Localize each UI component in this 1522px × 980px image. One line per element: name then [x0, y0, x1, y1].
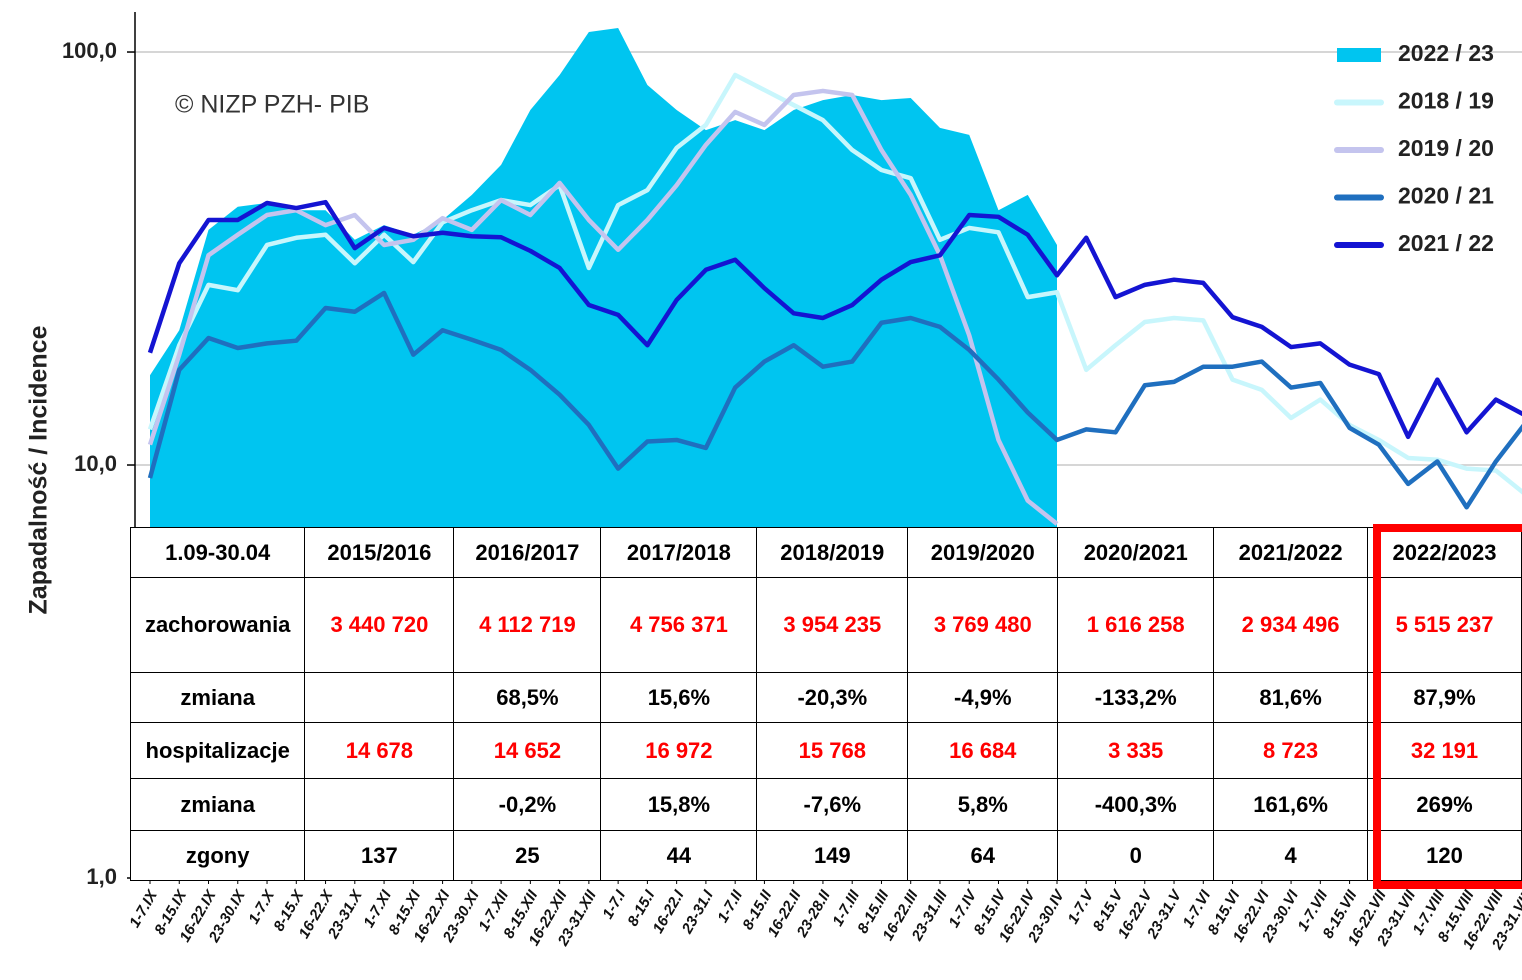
- table-cell: [304, 778, 455, 831]
- table-cell: 2016/2017: [453, 527, 602, 578]
- table-cell: 5,8%: [907, 778, 1059, 831]
- table-cell: 64: [907, 830, 1059, 881]
- table-row: zachorowania 3 440 720 4 112 719 4 756 371 3…: [129, 577, 1522, 673]
- table-cell: 2018/2019: [756, 527, 909, 578]
- x-tick-label: 1-7.I: [599, 887, 629, 922]
- table-cell: [304, 672, 455, 723]
- table-row: zmiana -0,2% 15,8% -7,6% 5,8% -400,3% 161,6% 26…: [129, 778, 1522, 831]
- table-cell: zmiana: [129, 672, 306, 723]
- legend-label: 2020 / 21: [1398, 183, 1494, 209]
- line: [147, 88, 1059, 526]
- table-cell: 4: [1213, 830, 1369, 881]
- table-cell: 149: [756, 830, 909, 881]
- table-cell: 4 756 371: [600, 577, 758, 673]
- legend-label: 2018 / 19: [1398, 88, 1494, 114]
- table-cell: 161,6%: [1213, 778, 1369, 831]
- table-cell: -20,3%: [756, 672, 909, 723]
- table-cell: 81,6%: [1213, 672, 1369, 723]
- table-cell: 44: [600, 830, 758, 881]
- table-row: hospitalizacje 14 678 14 652 16 972 15 768 16…: [129, 722, 1522, 779]
- table-cell: 120: [1367, 830, 1522, 881]
- table-cell: 269%: [1367, 778, 1522, 831]
- table-cell: 14 678: [304, 722, 455, 779]
- table-cell: 14 652: [453, 722, 602, 779]
- legend-label: 2022 / 23: [1398, 40, 1494, 66]
- table-cell: 3 440 720: [304, 577, 455, 673]
- table-cell: -0,2%: [453, 778, 602, 831]
- table-cell: 3 954 235: [756, 577, 909, 673]
- table-cell: 8 723: [1213, 722, 1369, 779]
- table-cell: 2 934 496: [1213, 577, 1369, 673]
- y-tick-label: 10,0: [74, 451, 117, 476]
- y-axis-label: Zapadalność / Incidence: [25, 325, 53, 614]
- table-row: zgony 137 25 44 149 64 0 4 120: [129, 830, 1522, 881]
- table-cell: zmiana: [129, 778, 306, 831]
- table-cell: 0: [1057, 830, 1215, 881]
- table-cell: 2021/2022: [1213, 527, 1369, 578]
- table-cell: -133,2%: [1057, 672, 1215, 723]
- table-cell: 137: [304, 830, 455, 881]
- table-cell: 2022/2023: [1367, 527, 1522, 578]
- data-table: 1.09-30.04 2015/2016 2016/2017 2017/2018 201…: [129, 527, 1522, 881]
- line: [147, 199, 1522, 440]
- highlight-box: [1373, 524, 1522, 889]
- line: [147, 290, 1522, 510]
- legend-label: 2019 / 20: [1398, 135, 1494, 161]
- table-cell: 32 191: [1367, 722, 1522, 779]
- table-cell: zachorowania: [129, 577, 306, 673]
- y-tick-label: 100,0: [62, 38, 117, 63]
- table-cell: 16 684: [907, 722, 1059, 779]
- table-cell: 3 769 480: [907, 577, 1059, 673]
- table-cell: hospitalizacje: [129, 722, 306, 779]
- table-cell: 2019/2020: [907, 527, 1059, 578]
- table-cell: 2017/2018: [600, 527, 758, 578]
- table-cell: 4 112 719: [453, 577, 602, 673]
- table-cell: 5 515 237: [1367, 577, 1522, 673]
- table-row: zmiana 68,5% 15,6% -20,3% -4,9% -133,2% 81,6% 8…: [129, 672, 1522, 723]
- annotation: © NIZP PZH- PIB: [175, 91, 369, 119]
- table-cell: -400,3%: [1057, 778, 1215, 831]
- table-cell: 15,8%: [600, 778, 758, 831]
- table-cell: zgony: [129, 830, 306, 881]
- table-cell: 15,6%: [600, 672, 758, 723]
- table-cell: 2020/2021: [1057, 527, 1215, 578]
- table-cell: 2015/2016: [304, 527, 455, 578]
- table-cell: -7,6%: [756, 778, 909, 831]
- legend-swatch: [1337, 48, 1381, 62]
- table-cell: 1.09-30.04: [129, 527, 306, 578]
- table-row: 1.09-30.04 2015/2016 2016/2017 2017/2018 201…: [129, 527, 1522, 578]
- y-tick-label: 1,0: [86, 864, 117, 889]
- table-cell: 1 616 258: [1057, 577, 1215, 673]
- legend-label: 2021 / 22: [1398, 230, 1494, 256]
- table-cell: 68,5%: [453, 672, 602, 723]
- table-cell: 3 335: [1057, 722, 1215, 779]
- table-cell: -4,9%: [907, 672, 1059, 723]
- table-cell: 25: [453, 830, 602, 881]
- table-cell: 15 768: [756, 722, 909, 779]
- table-cell: 16 972: [600, 722, 758, 779]
